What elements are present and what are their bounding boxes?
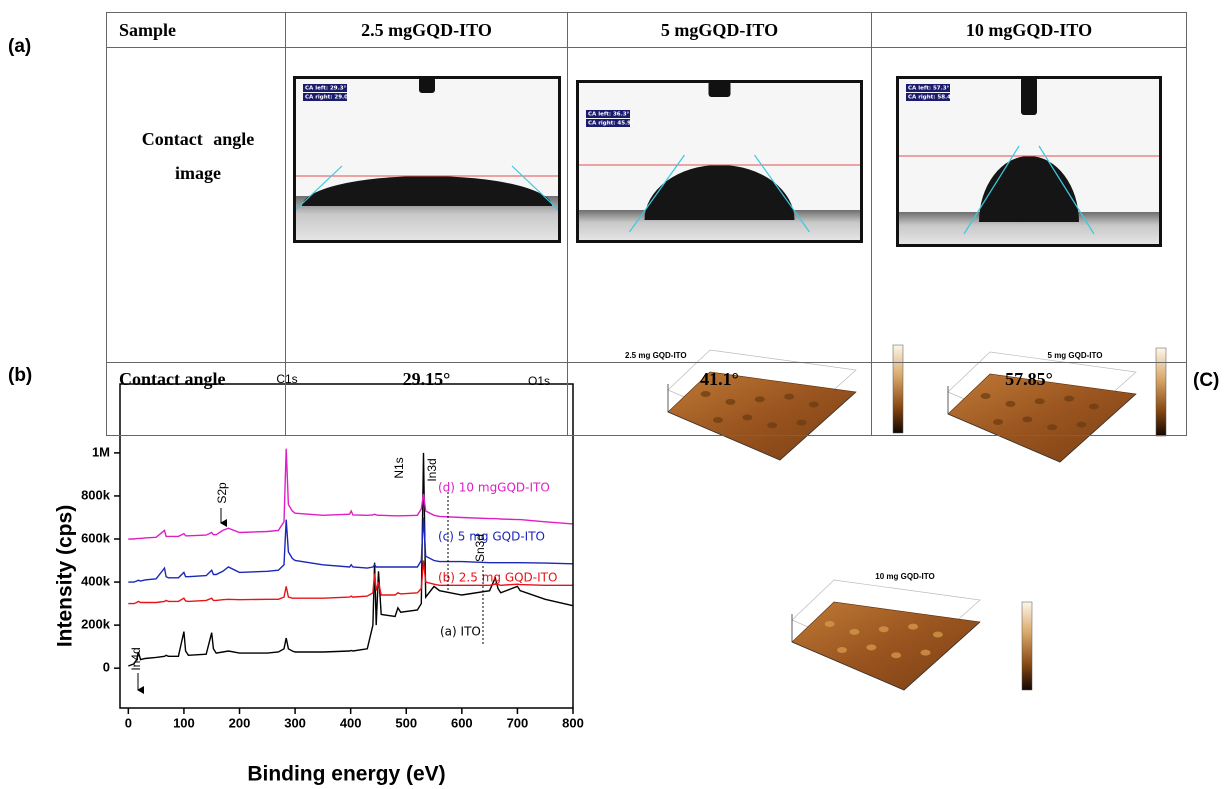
panel-label: (a) (8, 36, 31, 58)
y-tick-label: 600k (81, 530, 111, 545)
ca-label: CA left: 29.3° (305, 86, 347, 92)
y-tick-label: 0 (103, 660, 110, 675)
peak-label: In3d (425, 458, 439, 481)
needle (419, 77, 435, 93)
needle (709, 81, 731, 97)
afm-label: 10 mg GQD-ITO (875, 572, 934, 581)
y-tick-label: 200k (81, 617, 111, 632)
ca-label: CA left: 36.3° (588, 112, 630, 118)
x-tick-label: 600 (451, 715, 473, 730)
image-cell: CA left: 36.3° CA right: 45.9° (568, 48, 872, 363)
table: Sample 2.5 mgGQD-ITO 5 mgGQD-ITO 10 mgGQ… (106, 12, 1187, 436)
x-tick-label: 500 (395, 715, 417, 730)
needle (1021, 77, 1037, 115)
ca-label: CA right: 58.4° (908, 95, 954, 101)
x-tick-label: 400 (340, 715, 362, 730)
cell: 29.15° (286, 363, 568, 436)
peak-label: N1s (392, 457, 406, 478)
afm-grain (879, 626, 889, 632)
image-cell: CA left: 29.3° CA right: 29.0° (286, 48, 568, 363)
panel-label: (C) (1193, 370, 1219, 392)
y-axis-label: Intensity (cps) (54, 505, 77, 647)
image-cell: CA left: 57.3° CA right: 58.4° (872, 48, 1187, 363)
series-label: (a) ITO (440, 625, 481, 639)
header-cell: 2.5 mgGQD-ITO (286, 13, 568, 48)
ca-label: CA right: 29.0° (305, 95, 351, 101)
series-label: (c) 5 mg GQD-ITO (438, 530, 545, 544)
x-tick-label: 100 (173, 715, 195, 730)
peak-label: Sn3d (473, 534, 487, 562)
figure: 0 100 200 300 400 500 600 700 800 0 200k 400k 600k 80… (0, 0, 1227, 789)
series-label: (b) 2.5 mg GQD-ITO (438, 571, 557, 585)
contact-angle-image: CA left: 29.3° CA right: 29.0° (293, 76, 561, 243)
afm-grain (891, 652, 901, 658)
afm-surface (792, 602, 980, 690)
afm-grain (908, 624, 918, 630)
y-tick-label: 800k (81, 487, 111, 502)
afm-grain (825, 621, 835, 627)
afm-grain (849, 629, 859, 635)
cell: 41.1° (568, 363, 872, 436)
afm-grain (920, 650, 930, 656)
header-cell: Sample (107, 13, 286, 48)
afm-grain (933, 632, 943, 638)
series-label: (d) 10 mgGQD-ITO (438, 481, 550, 495)
panel-label: (b) (8, 365, 32, 387)
x-tick-label: 200 (229, 715, 251, 730)
y-tick-label: 1M (92, 444, 110, 459)
peak-label: In4d (129, 647, 143, 670)
x-tick-label: 800 (562, 715, 584, 730)
ca-label: CA left: 57.3° (908, 86, 950, 92)
x-axis-label: Binding energy (eV) (247, 763, 445, 786)
x-tick-label: 700 (507, 715, 529, 730)
row-label: Contact angle image (107, 48, 286, 363)
ca-label: CA right: 45.9° (588, 121, 634, 127)
row-label: Contact angle (107, 363, 286, 436)
afm-grain (866, 644, 876, 650)
cell: 57.85° (872, 363, 1187, 436)
y-tick-label: 400k (81, 573, 111, 588)
contact-angle-image: CA left: 36.3° CA right: 45.9° (576, 80, 863, 243)
peak-label: S2p (215, 482, 229, 504)
header-cell: 5 mgGQD-ITO (568, 13, 872, 48)
afm-colorbar (1022, 602, 1032, 690)
afm-grain (837, 647, 847, 653)
x-tick-label: 300 (284, 715, 306, 730)
header-cell: 10 mgGQD-ITO (872, 13, 1187, 48)
x-tick-label: 0 (125, 715, 132, 730)
contact-angle-image: CA left: 57.3° CA right: 58.4° (896, 76, 1162, 247)
